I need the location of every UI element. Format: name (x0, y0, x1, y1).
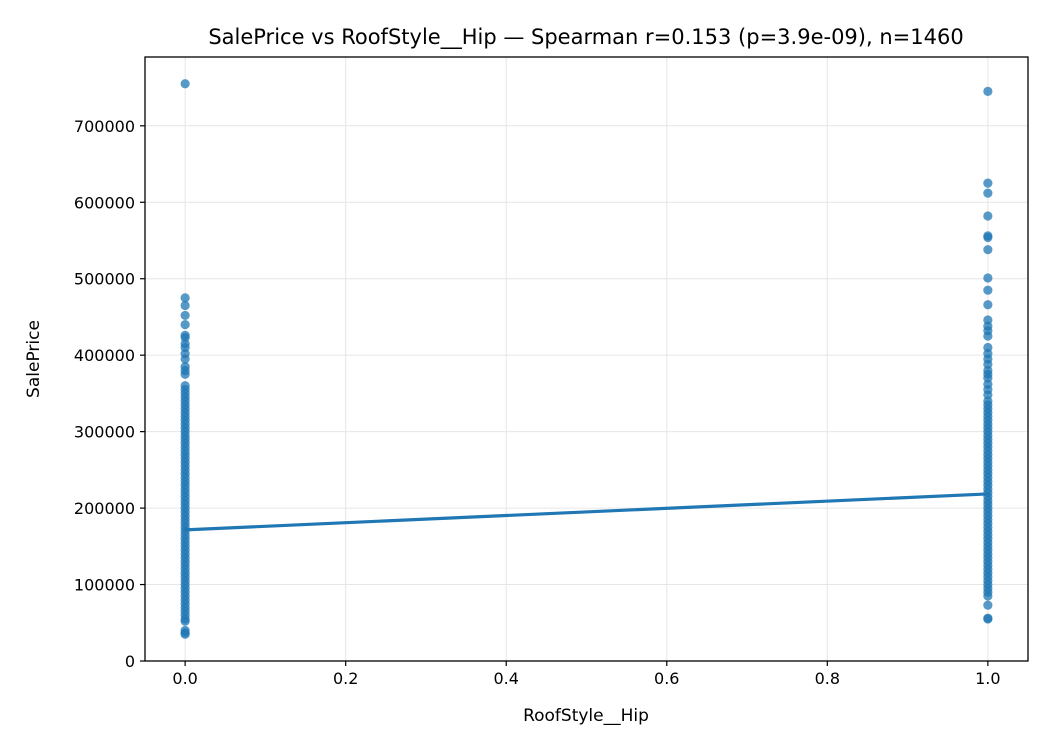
data-point (180, 79, 190, 89)
data-point (983, 300, 993, 310)
data-point (983, 285, 993, 295)
y-tick-label: 700000 (74, 117, 135, 136)
x-tick-label: 0.8 (815, 669, 840, 688)
data-point (180, 300, 190, 311)
data-point (983, 211, 993, 221)
data-point (180, 293, 190, 303)
x-tick-label: 0.6 (654, 669, 679, 688)
y-tick-label: 400000 (74, 346, 135, 365)
data-point (983, 188, 993, 198)
data-point (983, 600, 993, 610)
data-point (983, 273, 993, 283)
ticks-layer: 0.0 0.2 0.4 0.6 0.8 1.0 0 100000 200000 300000 400… (74, 117, 1001, 688)
x-tick-label: 0.2 (333, 669, 358, 688)
y-tick-label: 500000 (74, 270, 135, 289)
data-point (180, 616, 190, 626)
data-point (983, 86, 993, 97)
data-point (983, 245, 993, 255)
chart-title: SalePrice vs RoofStyle__Hip — Spearman r… (208, 25, 963, 50)
data-point (983, 591, 993, 601)
data-point (180, 310, 190, 321)
y-tick-label: 300000 (74, 423, 135, 442)
x-axis-label: RoofStyle__Hip (523, 706, 649, 726)
data-point (983, 178, 993, 188)
y-axis-label: SalePrice (24, 320, 44, 398)
y-tick-label: 200000 (74, 499, 135, 518)
data-point (180, 319, 190, 330)
x-tick-label: 1.0 (975, 669, 1000, 688)
data-point (180, 354, 190, 364)
y-tick-label: 0 (125, 652, 135, 671)
trend-line (183, 492, 990, 532)
x-tick-label: 0.4 (494, 669, 519, 688)
data-point (983, 614, 993, 624)
y-tick-label: 600000 (74, 193, 135, 212)
points-layer (180, 79, 993, 639)
plot-frame (144, 56, 1029, 662)
data-point (983, 232, 993, 243)
data-point (983, 331, 993, 341)
data-point (180, 369, 190, 379)
data-point (180, 629, 190, 639)
y-tick-label: 100000 (74, 576, 135, 595)
line-layer (183, 492, 990, 532)
x-tick-label: 0.0 (172, 669, 197, 688)
